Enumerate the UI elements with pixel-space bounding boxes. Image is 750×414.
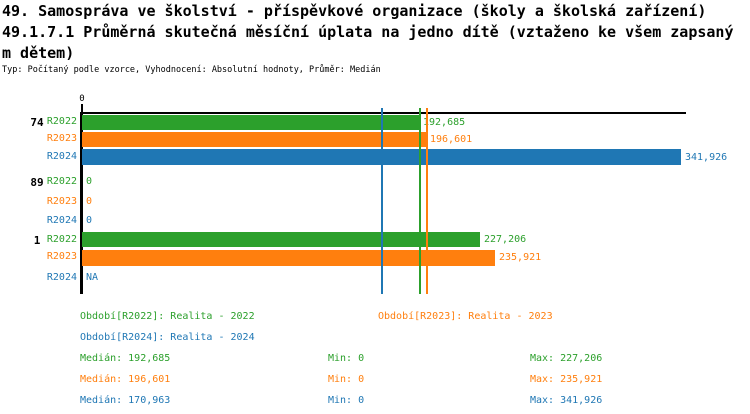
stat-max-r2022: Max: 227,206 [530,353,603,364]
x-axis-zero-tick [81,104,83,112]
stat-median-r2024: Medián: 170,963 [80,395,171,406]
group-label-89: 89 [30,176,44,189]
series-label-74-r2024: R2024 [46,151,77,162]
stat-max-r2024: Max: 341,926 [530,395,603,406]
x-axis-top-line [80,112,686,114]
group-label-1: 1 [33,234,41,247]
value-label-89-r2023: 0 [86,196,93,207]
page-title-line1: 49. Samospráva ve školství - příspěvkové… [2,2,707,20]
bar-74-r2022 [82,115,419,130]
x-axis-zero-label: 0 [79,94,85,104]
legend-period-r2024: Období[R2024]: Realita - 2024 [80,332,255,343]
value-label-89-r2024: 0 [86,215,93,226]
median-line-r2024 [381,108,383,294]
series-label-89-r2024: R2024 [46,215,77,226]
value-label-1-r2022: 227,206 [484,234,527,245]
series-label-1-r2024: R2024 [46,272,77,283]
stat-median-r2022: Medián: 192,685 [80,353,171,364]
value-label-1-r2024: NA [86,272,99,283]
stat-min-r2022: Min: 0 [328,353,365,364]
group-label-74: 74 [30,116,44,129]
value-label-1-r2023: 235,921 [499,252,542,263]
median-line-r2023 [426,108,428,294]
bar-74-r2023 [82,132,426,147]
page-title-line3: m dětem) [2,44,75,62]
bar-1-r2022 [82,232,480,247]
value-label-74-r2024: 341,926 [685,152,728,163]
median-line-r2022 [419,108,421,294]
stat-min-r2024: Min: 0 [328,395,365,406]
value-label-89-r2022: 0 [86,176,93,187]
series-label-89-r2023: R2023 [46,196,77,207]
chart-meta-line: Typ: Počítaný podle vzorce, Vyhodnocení:… [2,65,381,75]
stat-median-r2023: Medián: 196,601 [80,374,171,385]
series-label-74-r2023: R2023 [46,133,77,144]
bar-1-r2023 [82,250,495,266]
value-label-74-r2023: 196,601 [430,134,473,145]
series-label-1-r2023: R2023 [46,251,77,262]
stat-min-r2023: Min: 0 [328,374,365,385]
series-label-89-r2022: R2022 [46,176,77,187]
legend-period-r2023: Období[R2023]: Realita - 2023 [378,311,553,322]
series-label-74-r2022: R2022 [46,116,77,127]
page-title-line2: 49.1.7.1 Průměrná skutečná měsíční úplat… [2,23,734,41]
value-label-74-r2022: 192,685 [423,117,466,128]
series-label-1-r2022: R2022 [46,234,77,245]
legend-period-r2022: Období[R2022]: Realita - 2022 [80,311,255,322]
stat-max-r2023: Max: 235,921 [530,374,603,385]
y-axis-line [80,112,83,294]
